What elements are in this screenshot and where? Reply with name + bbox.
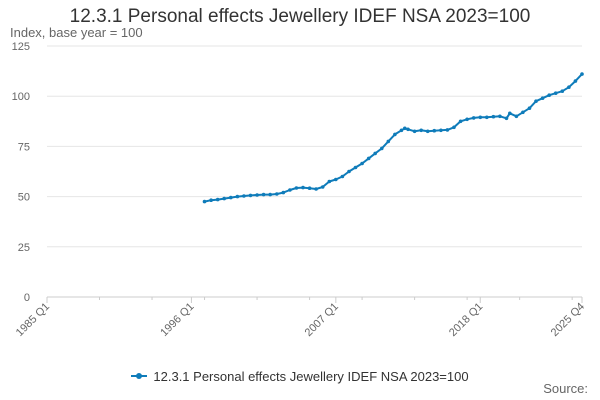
data-point[interactable] — [268, 192, 273, 197]
data-point[interactable] — [439, 128, 443, 133]
data-point[interactable] — [465, 117, 469, 122]
data-point[interactable] — [514, 114, 519, 119]
data-point[interactable] — [485, 115, 489, 120]
data-point[interactable] — [458, 119, 463, 124]
x-tick-label: 1985 Q1 — [14, 301, 52, 339]
data-point[interactable] — [573, 79, 578, 83]
x-tick-label: 2007 Q1 — [303, 301, 341, 339]
series-layer — [202, 72, 584, 204]
y-tick-label: 25 — [18, 242, 30, 254]
x-tick-label: 2018 Q1 — [447, 301, 485, 339]
x-tick-label: 2025 Q4 — [549, 301, 587, 339]
grid-lines — [47, 45, 582, 298]
series-line — [204, 73, 583, 203]
data-point[interactable] — [222, 196, 226, 201]
x-tick-label: 1996 Q1 — [158, 301, 196, 339]
data-point[interactable] — [373, 151, 378, 156]
y-axis-label: Index, base year = 100 — [10, 25, 143, 40]
data-point[interactable] — [432, 128, 437, 133]
y-tick-label: 100 — [12, 91, 30, 103]
data-point[interactable] — [527, 106, 532, 110]
data-point[interactable] — [403, 126, 407, 131]
legend-label: 12.3.1 Personal effects Jewellery IDEF N… — [153, 368, 469, 384]
data-point[interactable] — [327, 179, 332, 184]
data-point[interactable] — [412, 129, 417, 134]
legend-item[interactable]: 12.3.1 Personal effects Jewellery IDEF N… — [131, 368, 469, 384]
data-point[interactable] — [580, 72, 584, 76]
data-point[interactable] — [504, 116, 509, 121]
data-point[interactable] — [560, 89, 565, 93]
data-point[interactable] — [419, 128, 424, 133]
data-point[interactable] — [471, 116, 476, 120]
data-point[interactable] — [399, 128, 404, 133]
data-point[interactable] — [508, 111, 512, 116]
data-point[interactable] — [281, 190, 286, 195]
data-point[interactable] — [347, 169, 351, 174]
data-point[interactable] — [307, 186, 312, 190]
y-tick-label: 75 — [18, 141, 30, 153]
data-point[interactable] — [202, 199, 207, 204]
data-point[interactable] — [235, 194, 240, 199]
data-point[interactable] — [521, 110, 525, 115]
data-point[interactable] — [425, 129, 430, 134]
data-point[interactable] — [553, 91, 558, 95]
data-point[interactable] — [275, 192, 279, 196]
data-point[interactable] — [452, 125, 456, 130]
data-point[interactable] — [360, 161, 364, 166]
data-point[interactable] — [406, 127, 410, 132]
data-point[interactable] — [314, 187, 318, 191]
data-point[interactable] — [242, 194, 246, 198]
data-point[interactable] — [334, 177, 338, 182]
data-point[interactable] — [445, 128, 450, 132]
data-point[interactable] — [320, 185, 325, 189]
data-point[interactable] — [534, 99, 538, 103]
data-point[interactable] — [248, 193, 253, 198]
data-point[interactable] — [261, 192, 266, 197]
data-point[interactable] — [288, 188, 292, 192]
data-point[interactable] — [294, 186, 299, 190]
x-axis: 1985 Q1 1996 Q1 2007 Q1 2018 Q1 2025 Q4 — [14, 296, 587, 339]
y-tick-label: 0 — [24, 292, 30, 304]
legend: 12.3.1 Personal effects Jewellery IDEF N… — [0, 365, 600, 384]
data-point[interactable] — [491, 114, 496, 119]
data-point[interactable] — [229, 195, 233, 200]
chart-title: 12.3.1 Personal effects Jewellery IDEF N… — [69, 6, 531, 27]
data-point[interactable] — [540, 96, 545, 100]
data-point[interactable] — [498, 114, 502, 119]
data-point[interactable] — [255, 193, 259, 197]
data-point[interactable] — [215, 197, 220, 202]
y-tick-label: 125 — [12, 41, 30, 53]
data-point[interactable] — [353, 165, 358, 170]
data-point[interactable] — [478, 115, 483, 120]
data-point[interactable] — [340, 174, 345, 179]
data-point[interactable] — [366, 156, 371, 161]
data-point[interactable] — [567, 85, 571, 89]
data-point[interactable] — [301, 185, 305, 190]
y-tick-label: 50 — [18, 192, 30, 204]
y-axis-ticks: 0 25 50 75 100 125 — [12, 41, 30, 304]
source-label: Source: — [543, 381, 588, 396]
data-point[interactable] — [547, 93, 551, 97]
data-point[interactable] — [209, 198, 213, 202]
data-point[interactable] — [386, 139, 391, 144]
data-point[interactable] — [393, 132, 397, 137]
legend-swatch — [131, 373, 148, 379]
data-point[interactable] — [380, 146, 384, 151]
